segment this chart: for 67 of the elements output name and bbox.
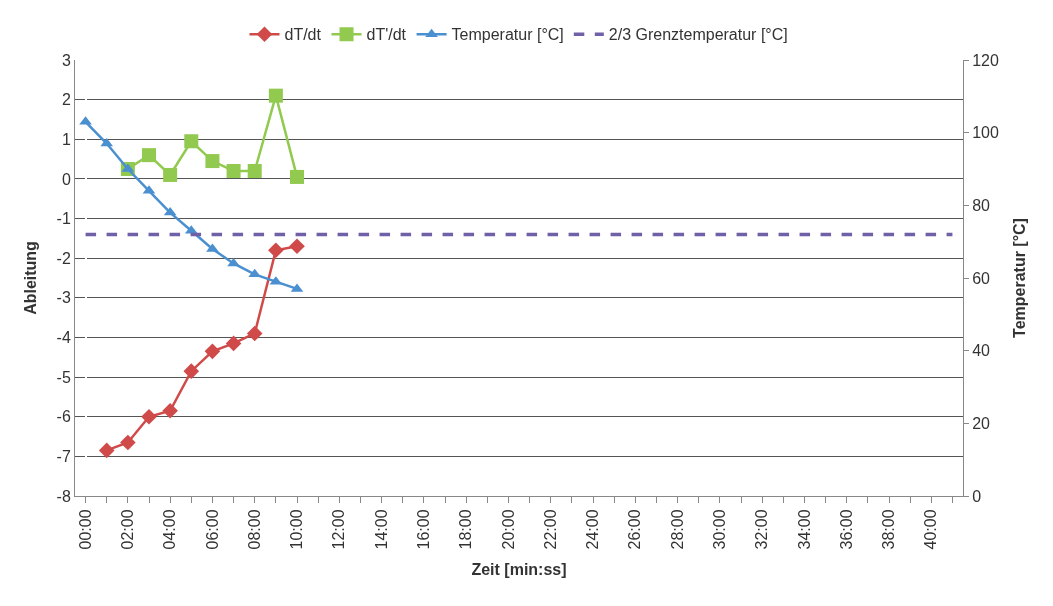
point [142,148,156,163]
x-tick-label: 38:00 [880,509,898,550]
point [246,325,263,342]
legend-label: 2/3 Grenztemperatur [°C] [608,26,788,44]
x-axis-title: Zeit [min:ss] [471,561,567,579]
x-tick-label: 24:00 [584,509,602,550]
point [225,335,242,352]
y2-tick-label: 0 [972,487,982,505]
x-tick-label: 18:00 [457,509,475,550]
y-tick-label: 3 [61,51,71,69]
point [290,169,304,184]
y-tick-label: -8 [56,487,71,505]
y-tick-label: -2 [56,249,71,267]
y2-tick-label: 60 [972,269,991,287]
x-tick-label: 04:00 [161,509,179,550]
y-tick-label: 1 [61,130,71,148]
legend-label: dT/dt [284,26,322,44]
y2-tick-label: 20 [972,414,991,432]
x-tick-label: 16:00 [415,509,433,550]
point [183,363,200,379]
y-tick-label: 0 [61,170,71,188]
x-tick-label: 28:00 [668,509,686,550]
point [248,268,262,278]
x-tick-label: 14:00 [372,509,390,550]
x-tick-label: 00:00 [76,509,94,550]
y-tick-label: -7 [56,447,71,465]
x-tick-label: 32:00 [753,509,771,550]
y-tick-label: 2 [61,91,71,109]
legend-label: Temperatur [°C] [451,26,564,44]
x-tick-label: 22:00 [541,509,559,550]
point [98,442,115,459]
y-tick-label: -3 [56,289,71,307]
point [247,163,262,178]
point [141,408,157,425]
x-tick-label: 20:00 [499,509,517,550]
point [204,343,221,360]
point [163,167,178,182]
y-tick-label: -1 [56,210,71,228]
y-axis-title: Ableitung [22,241,40,315]
x-tick-label: 40:00 [922,509,940,550]
point [205,154,220,169]
x-tick-label: 12:00 [330,509,348,550]
x-tick-label: 34:00 [795,509,813,550]
point [227,257,240,267]
x-tick-label: 10:00 [288,509,306,550]
y2-tick-label: 100 [972,124,999,142]
point [226,163,241,178]
y-tick-label: -4 [56,329,71,347]
x-tick-label: 08:00 [245,509,263,550]
y2-tick-label: 120 [972,51,999,69]
point [184,134,199,149]
y2-axis-title: Temperatur [°C] [1010,218,1028,338]
y2-tick-label: 80 [972,196,991,214]
point [268,88,283,103]
x-tick-label: 26:00 [626,509,644,550]
legend-label: dT'/dt [366,26,407,44]
point [120,434,136,451]
point [268,242,284,259]
x-tick-label: 06:00 [203,509,221,550]
x-tick-label: 36:00 [837,509,855,550]
point [162,402,178,419]
y-tick-label: -6 [56,408,71,426]
y2-tick-label: 40 [972,342,991,360]
y-tick-label: -5 [56,368,71,386]
point [289,238,305,255]
x-tick-label: 02:00 [119,509,137,550]
x-tick-label: 30:00 [711,509,729,550]
